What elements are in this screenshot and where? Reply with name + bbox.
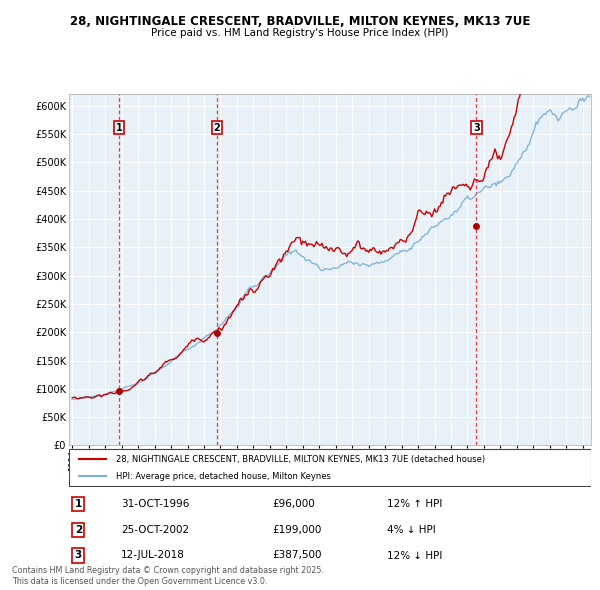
- Text: 12% ↓ HPI: 12% ↓ HPI: [388, 550, 443, 560]
- Text: Contains HM Land Registry data © Crown copyright and database right 2025.
This d: Contains HM Land Registry data © Crown c…: [12, 566, 324, 586]
- Text: 2: 2: [214, 123, 220, 133]
- Text: 31-OCT-1996: 31-OCT-1996: [121, 499, 190, 509]
- FancyBboxPatch shape: [69, 449, 591, 486]
- Text: 12-JUL-2018: 12-JUL-2018: [121, 550, 185, 560]
- Text: £199,000: £199,000: [272, 525, 322, 535]
- Text: 1: 1: [116, 123, 122, 133]
- Text: 28, NIGHTINGALE CRESCENT, BRADVILLE, MILTON KEYNES, MK13 7UE (detached house): 28, NIGHTINGALE CRESCENT, BRADVILLE, MIL…: [116, 455, 485, 464]
- Text: 1: 1: [75, 499, 82, 509]
- Text: £387,500: £387,500: [272, 550, 322, 560]
- Text: 3: 3: [473, 123, 480, 133]
- Text: Price paid vs. HM Land Registry's House Price Index (HPI): Price paid vs. HM Land Registry's House …: [151, 28, 449, 38]
- Text: 12% ↑ HPI: 12% ↑ HPI: [388, 499, 443, 509]
- Text: HPI: Average price, detached house, Milton Keynes: HPI: Average price, detached house, Milt…: [116, 471, 331, 480]
- Text: 25-OCT-2002: 25-OCT-2002: [121, 525, 190, 535]
- Text: 3: 3: [75, 550, 82, 560]
- Text: 4% ↓ HPI: 4% ↓ HPI: [388, 525, 436, 535]
- Text: £96,000: £96,000: [272, 499, 316, 509]
- Text: 28, NIGHTINGALE CRESCENT, BRADVILLE, MILTON KEYNES, MK13 7UE: 28, NIGHTINGALE CRESCENT, BRADVILLE, MIL…: [70, 15, 530, 28]
- Text: 2: 2: [75, 525, 82, 535]
